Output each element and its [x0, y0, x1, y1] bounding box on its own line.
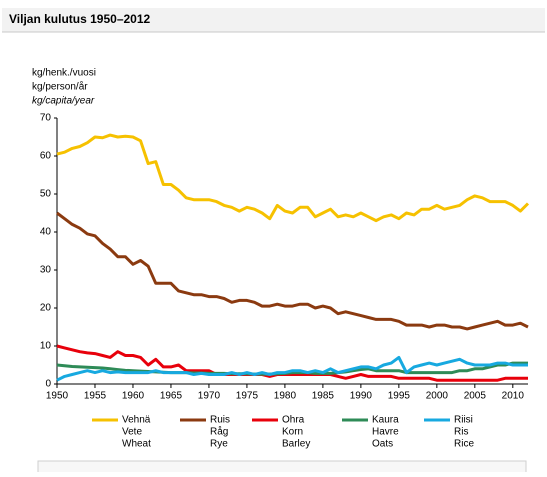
- series-line: [56, 133, 530, 223]
- legend-label: Råg: [210, 426, 228, 438]
- x-tick-label: 1975: [236, 391, 259, 402]
- header-bar: [2, 8, 545, 32]
- y-tick-label: 10: [40, 341, 52, 352]
- y-tick-label: 20: [40, 303, 52, 314]
- x-tick-label: 2005: [464, 391, 487, 402]
- legend-label: Havre: [372, 427, 399, 438]
- y-tick-label: 40: [40, 227, 52, 238]
- legend-label: Korn: [282, 427, 303, 438]
- legend-label: Wheat: [122, 439, 151, 450]
- series-line: [56, 361, 528, 376]
- legend-label: Rice: [454, 439, 474, 450]
- x-tick-label: 1995: [388, 391, 411, 402]
- y-tick-label: 70: [40, 113, 52, 124]
- y-label: kg/person/år: [32, 81, 88, 93]
- x-tick-label: 2000: [426, 391, 449, 402]
- y-label: kg/capita/year: [32, 96, 95, 107]
- info-box: [37, 460, 527, 477]
- legend-label: Ris: [454, 427, 468, 438]
- legend-label: Riisi: [454, 415, 473, 426]
- y-tick-label: 50: [40, 189, 52, 200]
- legend-label: Rye: [210, 439, 228, 450]
- y-tick-label: 0: [45, 379, 51, 390]
- x-tick-label: 2010: [502, 391, 525, 402]
- x-tick-label: 1950: [46, 391, 69, 402]
- x-tick-label: 1955: [84, 391, 107, 402]
- x-tick-label: 1985: [312, 391, 335, 402]
- y-tick-label: 30: [40, 265, 52, 276]
- series-line: [56, 355, 528, 382]
- legend-label: Ruis: [210, 415, 230, 426]
- x-tick-label: 1970: [198, 391, 221, 402]
- x-tick-label: 1960: [122, 391, 145, 402]
- y-label: kg/henk./vuosi: [32, 68, 96, 79]
- series-line: [56, 211, 529, 331]
- legend-label: Kaura: [372, 415, 399, 426]
- legend-label: Ohra: [282, 415, 305, 426]
- series-line: [56, 344, 528, 382]
- y-tick-label: 60: [40, 151, 52, 162]
- x-tick-label: 1990: [350, 391, 373, 402]
- x-tick-label: 1980: [274, 391, 297, 402]
- page-title: Viljan kulutus 1950–2012: [9, 12, 151, 26]
- legend-label: Vehnä: [122, 415, 151, 426]
- legend-label: Vete: [122, 427, 142, 438]
- legend-label: Oats: [372, 439, 393, 450]
- x-tick-label: 1965: [160, 391, 183, 402]
- legend-label: Barley: [282, 439, 310, 450]
